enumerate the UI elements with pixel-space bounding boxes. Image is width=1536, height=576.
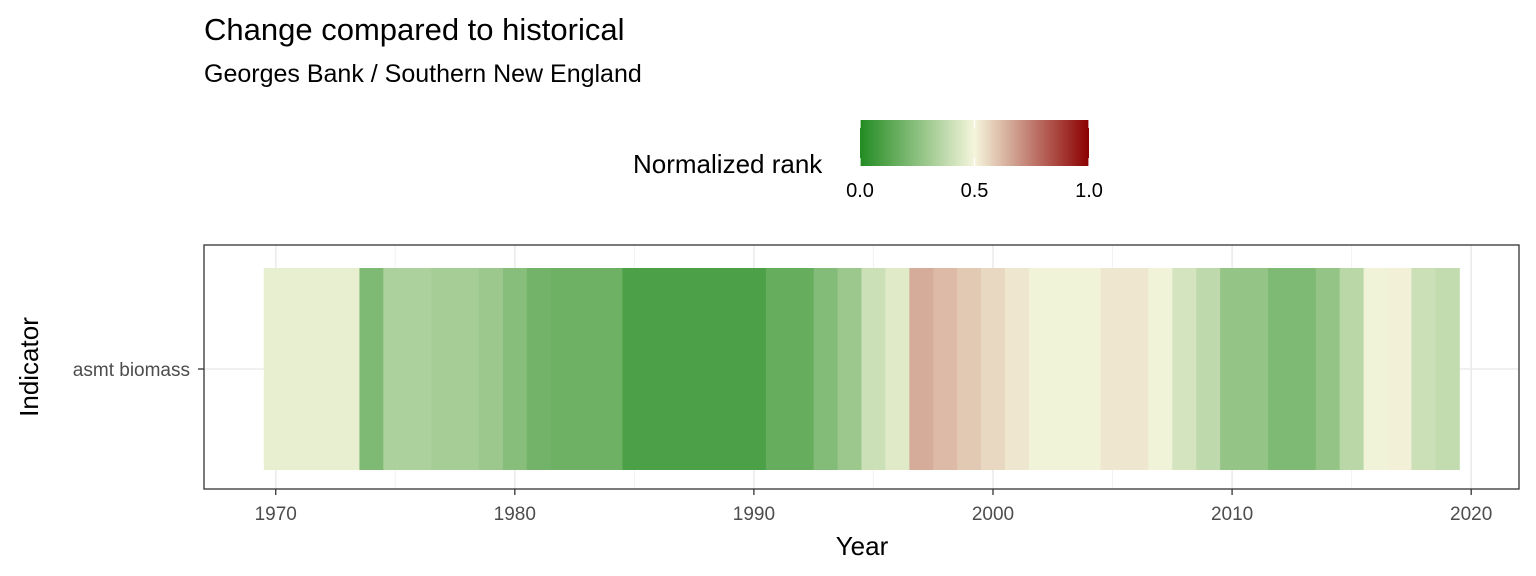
- heatmap-tile: [1124, 268, 1150, 470]
- x-tick-label: 1970: [255, 504, 297, 525]
- heatmap-tile: [622, 268, 647, 470]
- heatmap-tile: [526, 268, 552, 470]
- heatmap-tile: [359, 268, 384, 470]
- heatmap-tile: [1315, 268, 1341, 470]
- x-tick-label: 2020: [1450, 504, 1492, 525]
- heatmap-tile: [1004, 268, 1030, 470]
- heatmap-tile: [598, 268, 624, 470]
- heatmap-tile: [957, 268, 982, 470]
- legend-ticks: 0.0 0.5 1.0: [846, 120, 1103, 202]
- heatmap-tile: [741, 268, 767, 470]
- chart-subtitle: Georges Bank / Southern New England: [204, 60, 642, 88]
- y-tick-label: asmt biomass: [73, 360, 190, 381]
- heatmap-tile: [1411, 268, 1436, 470]
- heatmap-tile: [478, 268, 504, 470]
- heatmap-tile: [1172, 268, 1197, 470]
- heatmap-tile: [933, 268, 958, 470]
- x-tick-label: 1990: [733, 504, 775, 525]
- heatmap-tile: [718, 268, 743, 470]
- legend-title: Normalized rank: [633, 149, 823, 179]
- heatmap-tile: [407, 268, 432, 470]
- heatmap-tile: [335, 268, 361, 470]
- heatmap-tile: [813, 268, 839, 470]
- heatmap-tile: [1291, 268, 1317, 470]
- chart-title: Change compared to historical: [204, 12, 625, 47]
- y-axis-title: Indicator: [14, 317, 44, 417]
- x-tick-label: 1980: [494, 504, 536, 525]
- heatmap-tile: [1076, 268, 1102, 470]
- heatmap-tile: [646, 268, 671, 470]
- x-axis-title: Year: [836, 531, 889, 561]
- legend-tick-label: 0.5: [961, 180, 989, 202]
- x-tick-label: 2000: [972, 504, 1014, 525]
- heatmap-tile: [1363, 268, 1389, 470]
- heatmap-tile: [1339, 268, 1365, 470]
- heatmap-tile: [909, 268, 934, 470]
- panel-border: [203, 244, 1520, 490]
- heatmap-tile: [263, 268, 289, 470]
- heatmap-tile: [455, 268, 480, 470]
- heatmap-tile: [431, 268, 456, 470]
- legend-tick-label: 0.0: [846, 180, 874, 202]
- heatmap-tile: [383, 268, 408, 470]
- x-tick-label: 2010: [1211, 504, 1253, 525]
- heatmap-tile: [1435, 268, 1460, 470]
- heatmap-tiles: [263, 268, 1460, 470]
- heatmap-tile: [287, 268, 313, 470]
- x-axis: 1970 1980 1990 2000 2010 2020: [255, 489, 1492, 525]
- heatmap-tile: [1148, 268, 1173, 470]
- heatmap-tile: [1028, 268, 1054, 470]
- heatmap-tile: [1052, 268, 1078, 470]
- heatmap-tile: [789, 268, 815, 470]
- y-axis: asmt biomass: [73, 360, 204, 381]
- heatmap-tile: [694, 268, 719, 470]
- heatmap-tile: [1244, 268, 1269, 470]
- heatmap-tile: [1220, 268, 1245, 470]
- legend-tick-label: 1.0: [1075, 180, 1103, 202]
- heatmap-tile: [550, 268, 576, 470]
- heatmap-tile: [1387, 268, 1413, 470]
- heatmap-tile: [502, 268, 528, 470]
- heatmap-tile: [1267, 268, 1293, 470]
- heatmap-tile: [1196, 268, 1221, 470]
- heatmap-tile: [1100, 268, 1126, 470]
- heatmap-tile: [837, 268, 863, 470]
- heatmap-tile: [981, 268, 1006, 470]
- heatmap-tile: [670, 268, 695, 470]
- heatmap-tile: [765, 268, 791, 470]
- heatmap-tile: [861, 268, 887, 470]
- heatmap-tile: [574, 268, 600, 470]
- heatmap-tile: [311, 268, 337, 470]
- heatmap-tile: [885, 268, 910, 470]
